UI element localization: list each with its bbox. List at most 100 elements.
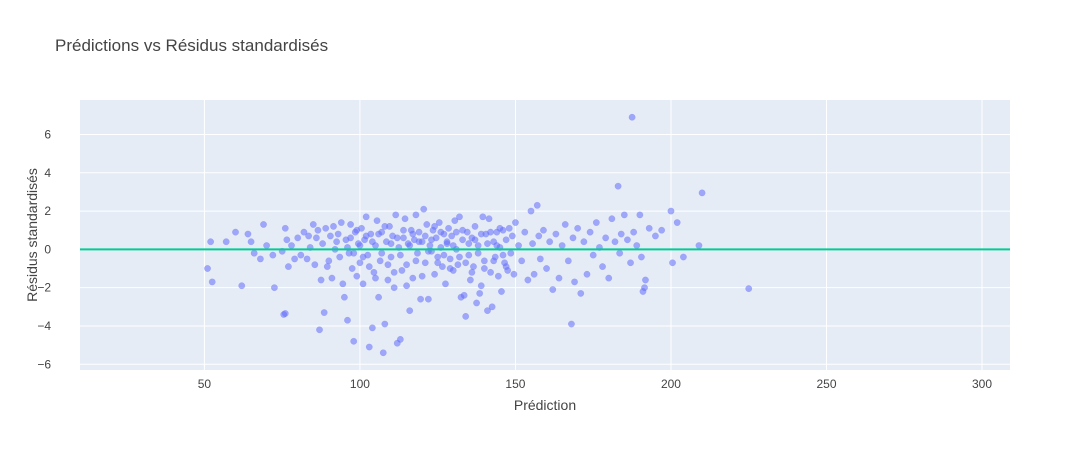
y-tick-label: 6 bbox=[44, 127, 51, 141]
data-point bbox=[515, 242, 523, 249]
data-point bbox=[599, 263, 606, 271]
data-point bbox=[381, 320, 389, 328]
data-point bbox=[667, 207, 675, 215]
data-point bbox=[406, 307, 414, 315]
data-point bbox=[480, 265, 488, 272]
data-point bbox=[558, 242, 566, 249]
data-point bbox=[539, 226, 547, 234]
x-tick-label: 250 bbox=[816, 377, 836, 391]
data-point bbox=[552, 230, 560, 238]
data-point bbox=[244, 230, 252, 238]
data-point bbox=[462, 312, 470, 320]
data-point bbox=[645, 224, 653, 232]
data-point bbox=[602, 234, 610, 242]
data-point bbox=[362, 232, 370, 240]
data-point bbox=[480, 257, 488, 265]
data-point bbox=[446, 255, 454, 263]
data-point bbox=[340, 293, 348, 301]
data-point bbox=[400, 234, 407, 242]
data-point bbox=[494, 272, 502, 280]
data-point bbox=[421, 232, 429, 240]
x-tick-label: 100 bbox=[350, 377, 370, 391]
data-point bbox=[623, 236, 631, 244]
data-point bbox=[468, 268, 476, 276]
data-point bbox=[362, 213, 370, 221]
data-point bbox=[379, 349, 387, 357]
data-point bbox=[356, 242, 364, 249]
data-point bbox=[353, 226, 361, 234]
data-point bbox=[412, 211, 420, 219]
data-point bbox=[312, 234, 320, 242]
data-point bbox=[368, 324, 376, 332]
data-point bbox=[336, 253, 344, 261]
data-point bbox=[373, 217, 381, 225]
data-point bbox=[260, 221, 267, 228]
data-point bbox=[403, 282, 411, 290]
data-point bbox=[322, 224, 330, 232]
data-point bbox=[454, 261, 462, 269]
data-point bbox=[473, 299, 481, 307]
data-point bbox=[567, 320, 575, 328]
data-point bbox=[479, 213, 487, 221]
data-point bbox=[633, 242, 641, 249]
data-point bbox=[445, 224, 453, 232]
data-point bbox=[605, 274, 613, 282]
data-point bbox=[319, 240, 327, 248]
data-point bbox=[263, 242, 271, 249]
y-tick-label: 2 bbox=[44, 204, 51, 218]
data-point bbox=[580, 238, 588, 246]
data-point bbox=[527, 207, 535, 215]
data-point bbox=[474, 242, 482, 249]
data-point bbox=[426, 242, 434, 249]
data-point bbox=[642, 276, 649, 284]
data-point bbox=[617, 230, 625, 238]
data-point bbox=[518, 257, 526, 265]
data-point bbox=[398, 266, 406, 274]
data-point bbox=[396, 251, 404, 259]
data-point bbox=[673, 219, 681, 227]
data-point bbox=[297, 251, 305, 259]
data-point bbox=[507, 249, 515, 257]
data-point bbox=[378, 249, 386, 257]
data-point bbox=[630, 228, 638, 236]
data-point bbox=[569, 234, 577, 242]
data-point bbox=[323, 263, 331, 271]
data-point bbox=[698, 189, 706, 197]
data-point bbox=[372, 274, 379, 282]
y-tick-label: 0 bbox=[44, 242, 51, 256]
data-point bbox=[431, 222, 439, 230]
data-point bbox=[490, 257, 498, 265]
y-tick-label: 4 bbox=[44, 166, 51, 180]
data-point bbox=[695, 242, 703, 249]
data-point bbox=[627, 259, 634, 267]
data-point bbox=[637, 253, 645, 261]
data-point bbox=[428, 236, 435, 244]
data-point bbox=[620, 211, 628, 219]
data-point bbox=[577, 289, 585, 297]
data-point bbox=[471, 222, 479, 230]
data-point bbox=[350, 249, 358, 257]
data-point bbox=[347, 221, 355, 228]
data-point bbox=[636, 211, 644, 219]
data-point bbox=[406, 242, 414, 249]
data-point bbox=[530, 270, 538, 278]
data-point bbox=[337, 219, 345, 227]
data-point bbox=[283, 236, 291, 244]
x-tick-label: 150 bbox=[505, 377, 525, 391]
data-point bbox=[456, 213, 463, 221]
data-point bbox=[510, 270, 518, 278]
data-point bbox=[330, 222, 337, 230]
data-point bbox=[498, 288, 505, 295]
data-point bbox=[334, 230, 342, 238]
data-point bbox=[247, 238, 255, 246]
data-point bbox=[451, 217, 459, 225]
data-point bbox=[390, 284, 398, 292]
data-point bbox=[376, 257, 384, 265]
data-point bbox=[238, 282, 246, 290]
data-point bbox=[435, 219, 443, 227]
data-point bbox=[353, 272, 361, 280]
data-point bbox=[291, 255, 299, 263]
data-point bbox=[476, 289, 484, 297]
data-point bbox=[505, 224, 513, 232]
data-point bbox=[421, 259, 429, 267]
